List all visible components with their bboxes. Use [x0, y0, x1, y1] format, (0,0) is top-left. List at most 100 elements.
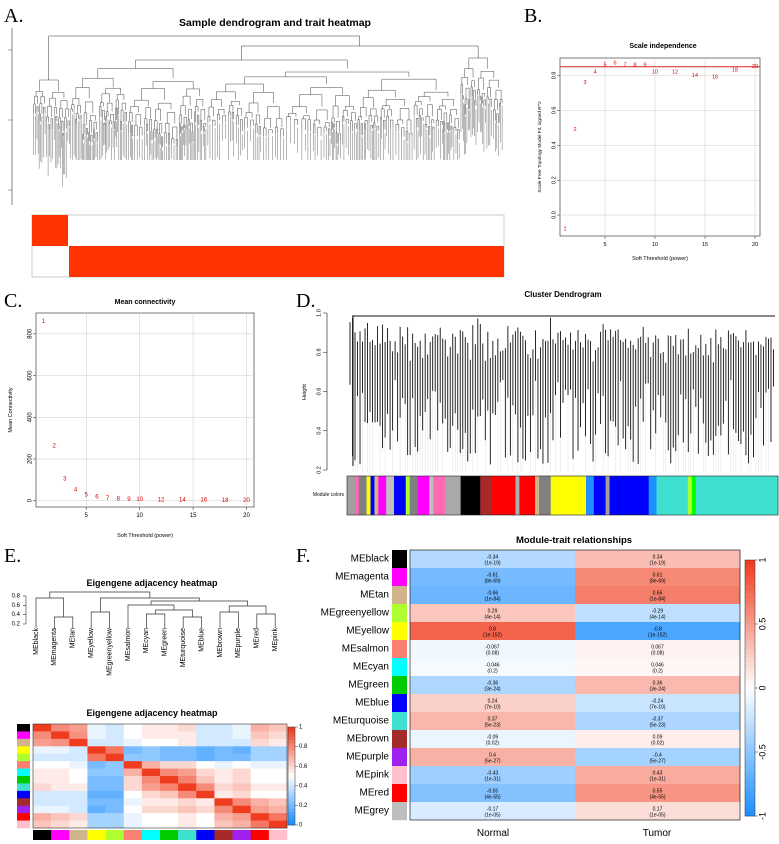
- panel-f-col-tumor: Tumor: [643, 828, 672, 839]
- module-color-segment: [550, 476, 587, 515]
- colorscale-step: [288, 753, 295, 757]
- col-module-swatch: [196, 830, 215, 840]
- dendro-a-branch: [364, 120, 368, 124]
- y-tick-label: 0.6: [551, 107, 557, 115]
- colorscale-tick-label: 0.4: [299, 783, 308, 789]
- dendro-a-branch: [100, 102, 104, 107]
- dendro-a-branch: [495, 89, 502, 100]
- heatmap-cell: [105, 731, 125, 740]
- dendro-a-branch: [97, 68, 174, 79]
- colorscale-step: [745, 666, 755, 672]
- cell-pvalue: (1e-31): [484, 776, 500, 782]
- colorscale-step: [288, 798, 295, 803]
- leaf-label: MEmagenta: [51, 628, 58, 666]
- colorscale-step: [288, 789, 295, 793]
- leaf-label: MEred: [254, 628, 261, 649]
- colorscale-step: [745, 564, 755, 569]
- leaf-label: MEtan: [70, 628, 77, 648]
- dendro-a-branch: [478, 95, 481, 101]
- x-tick-label: 5: [603, 242, 606, 248]
- cell-pvalue: (5e-27): [649, 758, 665, 764]
- dendro-a-branch: [166, 112, 176, 124]
- colorscale-step: [288, 776, 295, 780]
- dendro-a-branch: [217, 113, 220, 121]
- heatmap-cell: [160, 738, 179, 747]
- dendro-a-branch: [237, 108, 242, 116]
- colorscale-step: [745, 581, 755, 586]
- heatmap-cell: [51, 724, 70, 732]
- heatmap-cell: [575, 748, 741, 767]
- dendro-a-branch: [248, 102, 259, 113]
- colorscale-step: [745, 798, 755, 804]
- x-tick-label: 15: [702, 242, 708, 248]
- heatmap-cell: [232, 738, 252, 747]
- cell-pvalue: (8e-69): [484, 578, 500, 584]
- dendro-a-branch: [313, 123, 316, 134]
- y-tick-label: 0.0: [551, 211, 557, 219]
- heatmap-cell: [575, 784, 741, 803]
- dendro-a-branch: [381, 78, 437, 91]
- dendro-a-branch: [324, 122, 330, 127]
- dendro-a-branch: [47, 124, 50, 130]
- dendro-a-branch: [50, 118, 53, 130]
- dendro-a-branch: [64, 117, 67, 129]
- colorscale-step: [745, 747, 755, 753]
- cell-value: 0.17: [653, 806, 663, 812]
- module-color-segment: [535, 476, 540, 515]
- dendro-a-branch: [331, 121, 333, 130]
- dendro-a-branch: [131, 124, 133, 137]
- colorscale-tick-label: 1: [299, 725, 303, 731]
- dendro-a-root: [48, 35, 360, 80]
- cell-value: 0.8: [489, 626, 496, 632]
- colorscale-step: [288, 730, 295, 734]
- heatmap-cell: [33, 746, 52, 755]
- module-color-segment: [417, 476, 430, 515]
- y-tick-label: 0.4: [316, 427, 322, 435]
- cell-value: -0.34: [487, 554, 499, 560]
- heatmap-cell: [123, 746, 143, 755]
- point-label: 20: [243, 498, 250, 504]
- heatmap-cell: [232, 731, 252, 740]
- dendro-a-branch: [34, 95, 38, 104]
- cell-value: 0.36: [653, 680, 663, 686]
- heatmap-cell: [575, 802, 741, 821]
- heatmap-cell: [250, 813, 270, 821]
- heatmap-cell: [123, 783, 143, 792]
- dendro-a-branch: [212, 119, 216, 126]
- point-label: 1: [42, 319, 46, 325]
- colorscale-step: [745, 602, 755, 608]
- row-module-swatch: [392, 568, 407, 587]
- dendro-a-branch: [194, 106, 199, 112]
- heatmap-cell: [178, 813, 197, 821]
- dendro-a-branch: [425, 116, 430, 125]
- heatmap-cell: [105, 813, 125, 821]
- heatmap-cell: [410, 604, 576, 623]
- heatmap-cell: [87, 753, 106, 762]
- panel-letter-d: D.: [296, 290, 315, 312]
- cell-pvalue: (5e-23): [484, 722, 500, 728]
- colorscale-step: [745, 572, 755, 578]
- point-label: 16: [712, 75, 718, 81]
- cell-value: 0.43: [653, 770, 663, 776]
- point-label: 10: [652, 69, 658, 75]
- dendro-a-branch: [165, 123, 170, 133]
- row-module-swatch: [17, 753, 30, 762]
- module-color-segment: [687, 476, 693, 515]
- x-tick-label: 20: [752, 242, 758, 248]
- heatmap-cell: [105, 805, 125, 814]
- dendro-a-branch: [486, 96, 489, 101]
- dendro-a-branch: [225, 83, 264, 92]
- heatmap-cell: [196, 790, 215, 799]
- heatmap-cell: [178, 731, 197, 740]
- row-label: MEblue: [355, 698, 389, 709]
- dendro-a-branch: [53, 107, 57, 115]
- dendro-a-branch: [161, 136, 163, 147]
- panel-b-xlabel: Soft Threshold (power): [632, 256, 688, 262]
- col-module-swatch: [232, 830, 252, 840]
- leaf-label: MEturquoise: [180, 628, 187, 667]
- dendro-a-branch: [301, 118, 306, 131]
- dendro-a-branch: [134, 125, 138, 137]
- cell-value: -0.4: [653, 752, 662, 758]
- heatmap-cell: [87, 746, 106, 755]
